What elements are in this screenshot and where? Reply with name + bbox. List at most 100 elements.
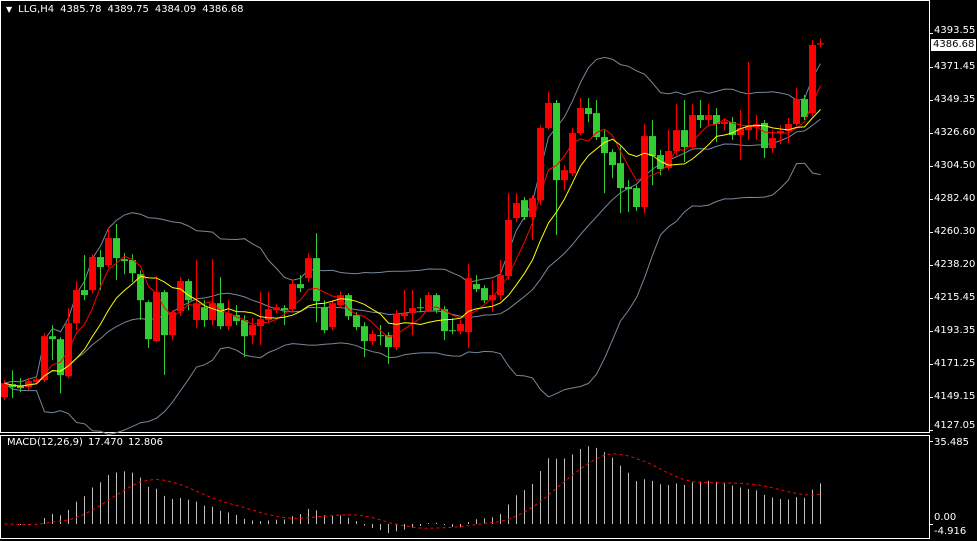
- candle-bear: [713, 115, 720, 125]
- candle-bull: [25, 381, 32, 388]
- candle-bull: [1, 383, 8, 398]
- candle-bull: [465, 278, 472, 333]
- open-value: 4385.78: [60, 4, 102, 15]
- candle-bear: [601, 137, 608, 154]
- candle-bull: [225, 313, 232, 327]
- candle-bull: [577, 108, 584, 134]
- candle-bull: [409, 308, 416, 314]
- candle-bull: [745, 125, 752, 131]
- candle-bull: [505, 220, 512, 277]
- bollinger-bands: [4, 56, 821, 436]
- macd-tick-label: 0.00: [934, 512, 957, 523]
- candle-bull: [169, 312, 176, 336]
- candle-bear: [433, 295, 440, 311]
- candle-bear: [321, 307, 328, 331]
- candle-bull: [537, 128, 544, 201]
- candle-bear: [49, 336, 56, 340]
- price-tick-label: 4349.35: [934, 94, 976, 105]
- candle-bear: [201, 307, 208, 321]
- candle-bull: [273, 307, 280, 311]
- macd-indicator: [4, 446, 821, 534]
- candle-bull: [777, 131, 784, 134]
- triangle-down-icon[interactable]: ▼: [6, 5, 13, 14]
- candle-bull: [105, 238, 112, 266]
- candle-bull: [665, 151, 672, 169]
- candle-bear: [185, 281, 192, 301]
- candle-bull: [769, 138, 776, 149]
- candle-bear: [625, 187, 632, 190]
- candle-bull: [705, 115, 712, 120]
- candle-bear: [113, 238, 120, 259]
- candle-bear: [449, 330, 456, 332]
- candle-bull: [249, 325, 256, 336]
- candle-bull: [497, 275, 504, 296]
- candle-bull: [721, 122, 728, 125]
- bollinger-middle: [4, 118, 821, 387]
- candle-bull: [513, 203, 520, 219]
- candle-bull: [401, 313, 408, 317]
- candle-bear: [377, 335, 384, 337]
- candle-bull: [289, 284, 296, 310]
- candle-bull: [329, 303, 336, 328]
- axis-ticks: [929, 33, 933, 525]
- candle-bull: [73, 290, 80, 324]
- macd-name: MACD(12,26,9): [7, 437, 83, 448]
- current-price-label: 4386.68: [931, 39, 977, 51]
- price-tick-label: 4304.50: [934, 160, 976, 171]
- bollinger-lower: [4, 162, 821, 436]
- macd-signal-line: [4, 453, 821, 529]
- price-tick-label: 4238.20: [934, 259, 976, 270]
- candle-bear: [81, 290, 88, 296]
- price-tick-label: 4371.45: [934, 61, 976, 72]
- candle-bear: [417, 307, 424, 309]
- candle-bull: [641, 136, 648, 208]
- candle-bear: [473, 284, 480, 290]
- candle-bear: [353, 315, 360, 328]
- candle-bull: [33, 379, 40, 383]
- candle-bull: [809, 45, 816, 114]
- candle-bear: [521, 200, 528, 218]
- macd-panel-border: [0, 435, 930, 539]
- candle-bear: [137, 274, 144, 301]
- candles: [1, 38, 824, 401]
- candle-bear: [313, 258, 320, 302]
- chart-header: ▼ LLG,H4 4385.78 4389.75 4384.09 4386.68: [6, 4, 244, 15]
- low-value: 4384.09: [154, 4, 197, 15]
- price-tick-label: 4215.45: [934, 292, 976, 303]
- candle-bear: [729, 122, 736, 136]
- candle-bull: [793, 99, 800, 125]
- candle-bear: [801, 99, 808, 117]
- price-tick-label: 4149.15: [934, 391, 976, 402]
- candle-bear: [681, 130, 688, 148]
- candle-bull: [529, 198, 536, 218]
- macd-signal-value: 12.806: [127, 437, 163, 448]
- candle-bear: [345, 295, 352, 317]
- macd-main-value: 17.470: [87, 437, 123, 448]
- candle-bear: [121, 259, 128, 262]
- candle-bull: [265, 309, 272, 321]
- candle-bear: [585, 108, 592, 115]
- candle-bull: [153, 292, 160, 342]
- candle-bear: [609, 152, 616, 166]
- candle-bull: [569, 133, 576, 174]
- price-tick-label: 4282.40: [934, 193, 976, 204]
- candle-bull: [425, 295, 432, 311]
- close-value: 4386.68: [202, 4, 244, 15]
- candle-bear: [361, 326, 368, 342]
- candle-bear: [617, 163, 624, 189]
- candle-bear: [649, 136, 656, 157]
- candle-bull: [209, 303, 216, 321]
- candle-bear: [241, 320, 248, 337]
- ma-slow-line: [4, 109, 821, 387]
- price-tick-label: 4393.55: [934, 25, 976, 36]
- candle-bull: [457, 324, 464, 332]
- ma-fast-line: [4, 85, 821, 387]
- candle-bear: [233, 315, 240, 322]
- candle-bear: [145, 302, 152, 340]
- price-tick-label: 4193.35: [934, 325, 976, 336]
- candle-bear: [297, 284, 304, 289]
- candle-bear: [553, 102, 560, 181]
- candle-bull: [545, 102, 552, 129]
- candle-bull: [337, 295, 344, 306]
